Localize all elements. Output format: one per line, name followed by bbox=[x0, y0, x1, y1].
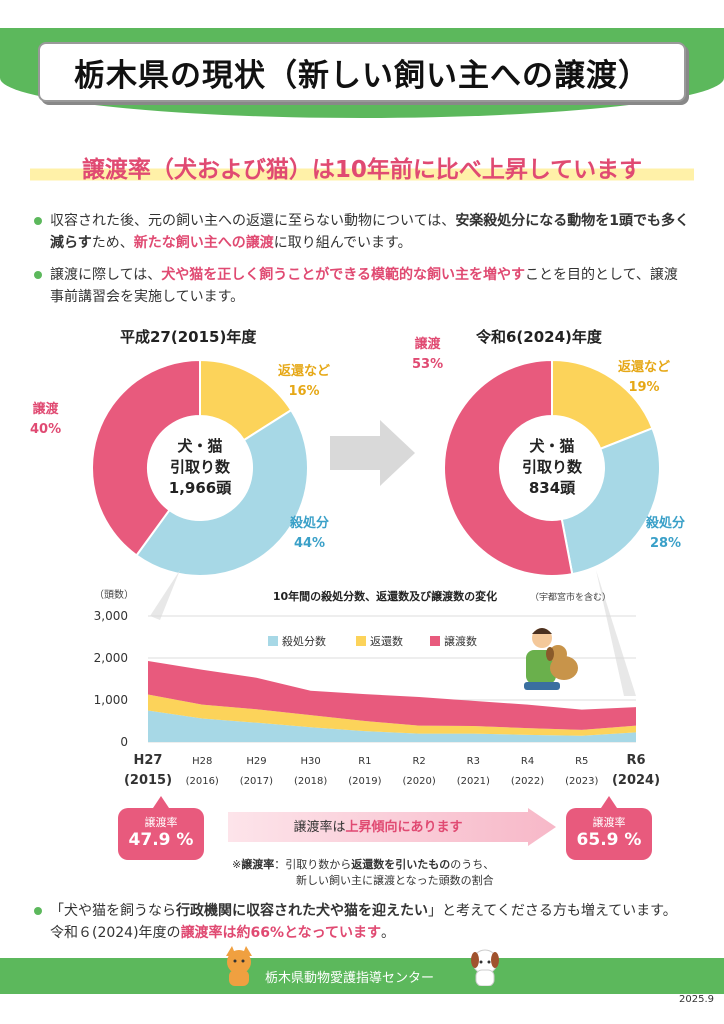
x-tick-label: R4 bbox=[521, 756, 534, 767]
left-center-text: 犬・猫 引取り数 1,966頭 bbox=[150, 436, 250, 499]
area-series-1 bbox=[148, 710, 636, 742]
right-adopt-label: 譲渡 53% bbox=[412, 337, 444, 372]
y-tick-label: 3,000 bbox=[94, 609, 128, 623]
center-line: 犬・猫 bbox=[529, 437, 575, 455]
left-donut-chart bbox=[91, 358, 309, 577]
center-line: 引取り数 bbox=[169, 458, 230, 476]
bullet-text: 収容された後、元の飼い主への返還に至らない動物については、 bbox=[50, 213, 456, 229]
bullet-bold: 安楽殺処分になる動物を1頭でも多く減らす bbox=[50, 213, 690, 251]
note-line-1: ※譲渡率：引取り数から返還数を引いたもののうち、 bbox=[232, 858, 495, 871]
right-arrow-icon bbox=[330, 420, 415, 486]
area-chart: 10年間の殺処分数、返還数及び譲渡数の変化 （宇都宮市を含む） （頭数） 3,000 2… bbox=[94, 570, 660, 788]
y-axis-label: （頭数） bbox=[94, 588, 134, 601]
bullet-3: 「犬や猫を飼うなら行政機関に収容された犬や猫を迎えたい」と考えてくださる方も増え… bbox=[34, 900, 690, 944]
x-tick-label: H29 bbox=[246, 756, 266, 767]
x-tick-year: (2015) bbox=[124, 773, 172, 788]
issue-date: 2025.9 bbox=[679, 994, 714, 1005]
x-tick-year: (2020) bbox=[402, 776, 435, 787]
title-box: 栃木県の現状（新しい飼い主への譲渡） bbox=[38, 42, 686, 102]
pie-slice-2 bbox=[135, 408, 309, 577]
boy-with-dog-illustration bbox=[524, 628, 578, 690]
area-series-2 bbox=[148, 694, 636, 736]
rate-trend-arrow bbox=[228, 808, 556, 846]
right-center-text: 犬・猫 引取り数 834頭 bbox=[502, 436, 602, 499]
bullet-text: に取り組んでいます。 bbox=[273, 235, 412, 251]
bullet-text: ことを目的として、譲渡事前講習会を実施しています。 bbox=[50, 267, 678, 305]
right-return-label: 返還など 19% bbox=[618, 360, 671, 395]
subtitle: 譲渡率（犬および猫）は10年前に比べ上昇しています bbox=[30, 150, 694, 184]
x-tick-year: (2018) bbox=[294, 776, 327, 787]
callout-wedge-left bbox=[150, 570, 180, 620]
x-tick-label: R6 bbox=[626, 753, 645, 768]
right-rate-bubble: 譲渡率 65.9 % bbox=[566, 796, 652, 860]
x-tick-year: (2016) bbox=[186, 776, 219, 787]
x-tick-year: (2023) bbox=[565, 776, 598, 787]
rate-label: 譲渡率 bbox=[592, 816, 626, 829]
rate-trend-text: 譲渡率は上昇傾向にあります bbox=[293, 820, 463, 835]
x-tick-label: R3 bbox=[467, 756, 480, 767]
center-line: 引取り数 bbox=[521, 458, 582, 476]
area-chart-title: 10年間の殺処分数、返還数及び譲渡数の変化 bbox=[273, 589, 497, 603]
pie-slice-3 bbox=[443, 358, 574, 577]
center-line: 1,966頭 bbox=[168, 479, 232, 497]
legend-return: 返還数 bbox=[356, 633, 403, 649]
rate-label: 譲渡率 bbox=[144, 816, 178, 829]
left-return-label: 返還など 16% bbox=[278, 364, 331, 399]
cat-mascot-icon bbox=[226, 946, 252, 986]
footer-org: 栃木県動物愛護指導センター bbox=[265, 971, 435, 986]
x-tick-label: R5 bbox=[575, 756, 588, 767]
pie-slice-3 bbox=[91, 358, 201, 557]
bullet-1: 収容された後、元の飼い主への返還に至らない動物については、安楽殺処分になる動物を… bbox=[34, 210, 690, 254]
x-tick-year: (2022) bbox=[511, 776, 544, 787]
x-tick-label: H30 bbox=[301, 756, 321, 767]
bullet-text: ため、 bbox=[91, 235, 134, 251]
bullet-dot bbox=[34, 907, 42, 915]
page-title: 栃木県の現状（新しい飼い主への譲渡） bbox=[74, 57, 650, 94]
x-tick-label: H28 bbox=[192, 756, 212, 767]
left-year-label: 平成27(2015)年度 bbox=[120, 328, 257, 346]
area-series-3 bbox=[148, 660, 636, 730]
bullet-highlight: 新たな飼い主への譲渡 bbox=[133, 235, 274, 251]
x-tick-label: H27 bbox=[134, 753, 163, 768]
footer-band bbox=[0, 958, 724, 994]
x-tick-year: (2017) bbox=[240, 776, 273, 787]
left-adopt-label: 譲渡 40% bbox=[30, 402, 62, 437]
bullet-highlight: 犬や猫を正しく飼うことができる模範的な飼い主を増やす bbox=[161, 267, 526, 283]
right-donut-chart bbox=[443, 358, 661, 577]
right-year-label: 令和6(2024)年度 bbox=[476, 328, 602, 346]
x-tick-year: (2019) bbox=[348, 776, 381, 787]
left-kill-label: 殺処分 44% bbox=[290, 516, 330, 551]
bullet-text: 譲渡に際しては、 bbox=[50, 267, 162, 283]
x-tick-label: R1 bbox=[358, 756, 371, 767]
y-tick-label: 2,000 bbox=[94, 651, 128, 665]
note-line-2: 新しい飼い主に譲渡となった頭数の割合 bbox=[296, 874, 494, 887]
legend-kill: 殺処分数 bbox=[268, 633, 326, 649]
callout-wedge-right bbox=[596, 570, 636, 696]
center-line: 834頭 bbox=[528, 479, 576, 497]
rate-value: 65.9 % bbox=[576, 830, 642, 850]
area-chart-title-note: （宇都宮市を含む） bbox=[530, 591, 611, 603]
right-kill-label: 殺処分 28% bbox=[646, 516, 686, 551]
left-rate-bubble: 譲渡率 47.9 % bbox=[118, 796, 204, 860]
bullet-dot bbox=[34, 217, 42, 225]
center-line: 犬・猫 bbox=[177, 437, 223, 455]
rate-value: 47.9 % bbox=[128, 830, 194, 850]
dog-mascot-icon bbox=[471, 949, 499, 986]
x-tick-label: R2 bbox=[412, 756, 425, 767]
legend-adopt: 譲渡数 bbox=[430, 633, 477, 649]
bullet-dot bbox=[34, 271, 42, 279]
y-tick-label: 1,000 bbox=[94, 693, 128, 707]
x-tick-year: (2024) bbox=[612, 773, 660, 788]
bullet-2: 譲渡に際しては、犬や猫を正しく飼うことができる模範的な飼い主を増やすことを目的と… bbox=[34, 264, 690, 308]
x-tick-year: (2021) bbox=[457, 776, 490, 787]
pie-slice-2 bbox=[560, 426, 661, 576]
y-tick-label: 0 bbox=[120, 735, 128, 749]
